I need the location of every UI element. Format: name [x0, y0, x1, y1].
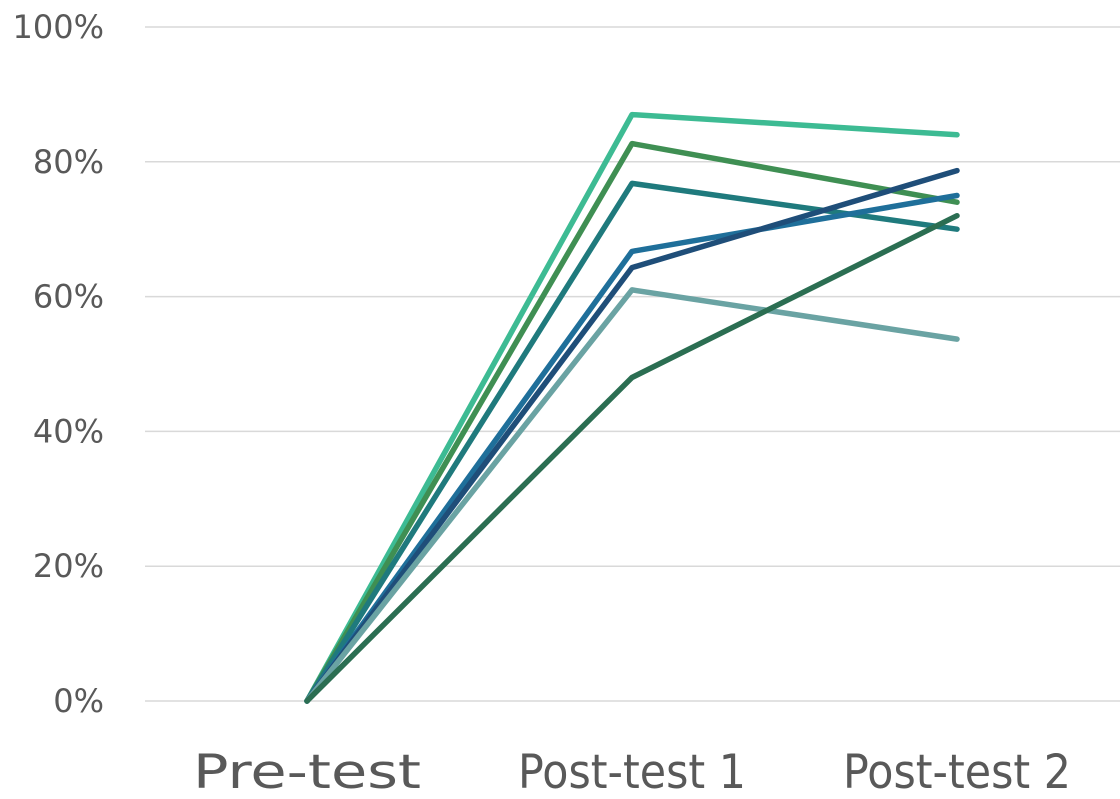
series-lines [304, 111, 960, 704]
y-tick-label: 80% [33, 143, 104, 181]
y-tick-label: 40% [33, 412, 104, 450]
series-line-3 [304, 180, 960, 704]
y-tick-label: 100% [13, 8, 104, 46]
gridlines [145, 26, 1120, 702]
y-tick-label: 0% [53, 682, 104, 720]
x-tick-label: Pre-test [193, 745, 421, 799]
series-line-5 [304, 167, 960, 704]
series-line-6 [304, 287, 960, 704]
series-line-4 [304, 192, 960, 704]
series-line-7 [304, 212, 960, 704]
series-line-2 [304, 140, 960, 704]
x-tick-label: Post-test 1 [518, 745, 746, 799]
series-line-1 [304, 111, 960, 704]
y-tick-label: 20% [33, 547, 104, 585]
y-axis-tick-labels: 0% 20% 40% 60% 80% 100% [13, 8, 104, 720]
x-tick-label: Post-test 2 [843, 745, 1071, 799]
y-tick-label: 60% [33, 278, 104, 316]
x-axis-tick-labels: Pre-test Post-test 1 Post-test 2 [193, 745, 1071, 799]
